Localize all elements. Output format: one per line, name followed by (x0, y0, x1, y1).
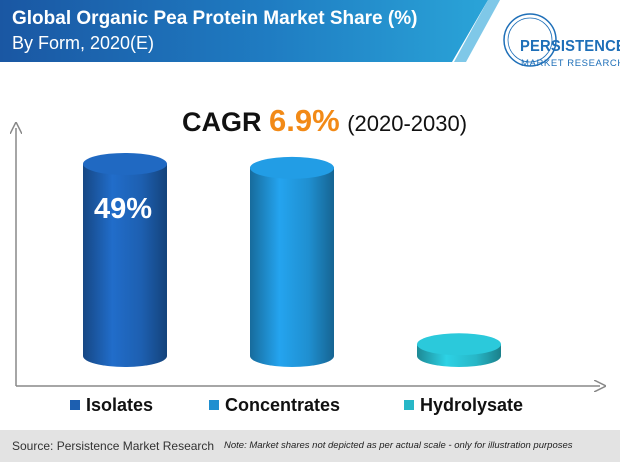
legend-swatch-isolates (70, 400, 80, 410)
bar-top-concentrates (250, 156, 334, 179)
footer-bar: Source: Persistence Market Research Note… (0, 430, 620, 462)
source-text: Source: Persistence Market Research (12, 439, 215, 453)
disclaimer-note: Note: Market shares not depicted as per … (224, 440, 573, 451)
legend-item-isolates: Isolates (70, 394, 153, 416)
persistence-logo (503, 13, 557, 67)
header-banner (0, 0, 500, 62)
legend-item-concentrates: Concentrates (209, 394, 340, 416)
legend-swatch-hydrolysate (404, 400, 414, 410)
legend-swatch-concentrates (209, 400, 219, 410)
bar-concentrates (250, 156, 334, 367)
cagr-period: (2020-2030) (347, 111, 468, 136)
chart-subtitle: By Form, 2020(E) (12, 33, 155, 53)
bar-hydrolysate (417, 333, 501, 367)
bar-top-hydrolysate (417, 333, 501, 356)
legend: Isolates Concentrates Hydrolysate (0, 394, 620, 416)
cagr-callout: CAGR 6.9% (2020-2030) (182, 103, 467, 139)
logo-tagline: MARKET RESEARCH (521, 58, 620, 69)
cagr-label: CAGR (182, 107, 262, 137)
legend-label-hydrolysate: Hydrolysate (420, 394, 524, 415)
data-label-isolates: 49% (94, 193, 152, 225)
logo-name: PERSISTENCE (520, 38, 620, 55)
bar-body-isolates (83, 163, 167, 367)
legend-label-concentrates: Concentrates (225, 394, 341, 415)
bar-body-concentrates (250, 167, 334, 367)
bar-top-isolates (83, 152, 167, 175)
cagr-value: 6.9% (269, 103, 340, 138)
legend-label-isolates: Isolates (86, 394, 154, 415)
bar-isolates (83, 152, 167, 367)
legend-item-hydrolysate: Hydrolysate (404, 394, 523, 416)
chart-title: Global Organic Pea Protein Market Share … (12, 8, 418, 29)
